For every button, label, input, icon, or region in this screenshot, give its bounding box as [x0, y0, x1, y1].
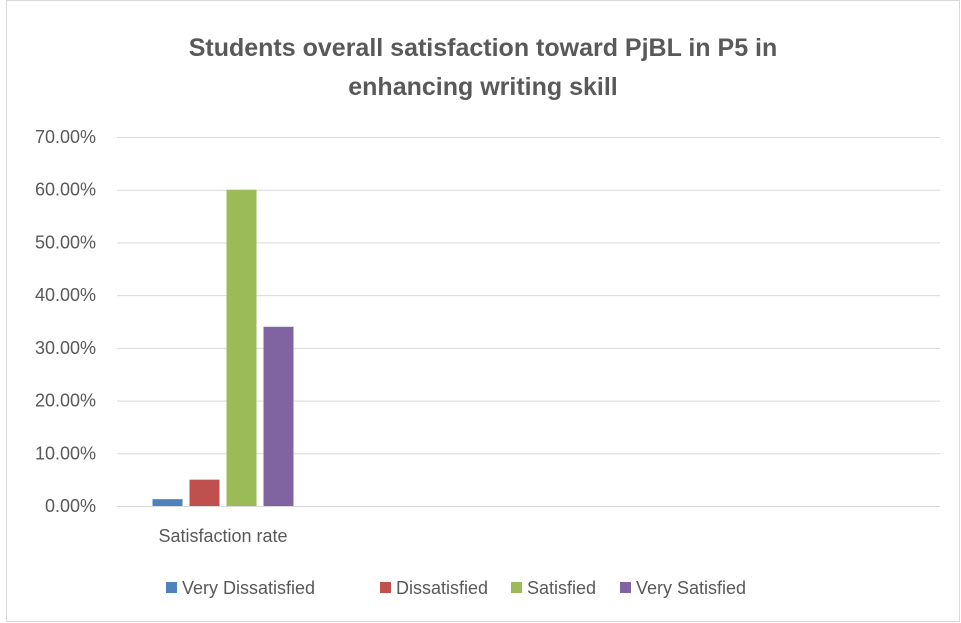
chart-title-line-1: Students overall satisfaction toward PjB… [189, 34, 778, 62]
legend-swatch [511, 582, 522, 593]
bar-satisfied [226, 189, 257, 506]
legend-label: Very Dissatisfied [182, 578, 315, 598]
chart-title-line-2: enhancing writing skill [348, 73, 617, 101]
legend-label: Satisfied [527, 578, 596, 598]
x-tick-label: Satisfaction rate [158, 526, 287, 546]
y-tick-label: 40.00% [35, 285, 96, 305]
bar-very-dissatisfied [152, 499, 183, 506]
bars [152, 189, 294, 506]
chart-frame [6, 0, 960, 622]
legend-swatch [380, 582, 391, 593]
legend-swatch [620, 582, 631, 593]
legend-swatch [166, 582, 177, 593]
legend-label: Dissatisfied [396, 578, 488, 598]
chart-title: Students overall satisfaction toward PjB… [189, 34, 778, 101]
y-tick-label: 70.00% [35, 127, 96, 147]
y-tick-label: 30.00% [35, 338, 96, 358]
y-axis-tick-labels: 0.00% 10.00% 20.00% 30.00% 40.00% 50.00% 60.00… [35, 127, 96, 516]
legend-label: Very Satisfied [636, 578, 746, 598]
legend: Very Dissatisfied Dissatisfied Satisfied Ve… [166, 578, 746, 598]
y-tick-label: 60.00% [35, 180, 96, 200]
x-axis-tick-labels: Satisfaction rate [158, 526, 287, 546]
y-tick-label: 0.00% [45, 496, 96, 516]
y-tick-label: 20.00% [35, 391, 96, 411]
y-tick-label: 50.00% [35, 232, 96, 252]
bar-dissatisfied [189, 479, 220, 506]
y-tick-label: 10.00% [35, 443, 96, 463]
bar-very-satisfied [263, 326, 294, 506]
